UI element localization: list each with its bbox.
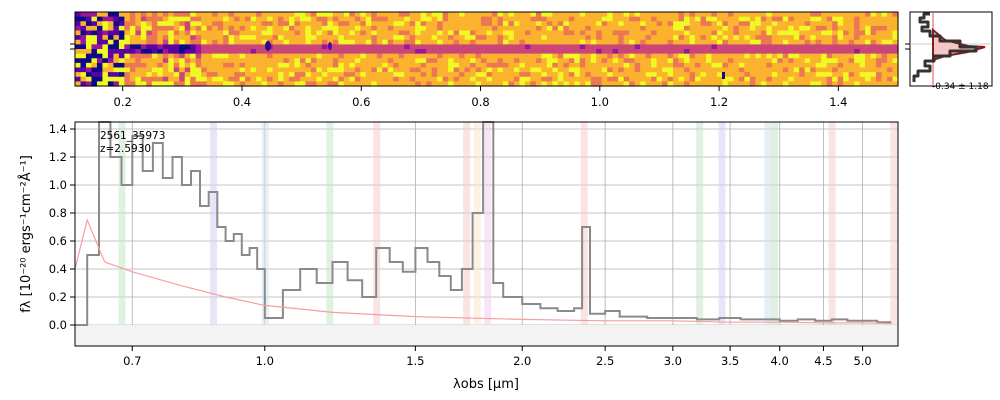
main-xtick-label: 3.0 (664, 354, 682, 368)
main-xtick-label: 2.5 (596, 354, 614, 368)
top-xtick-label: 1.0 (591, 95, 609, 109)
main-ytick-label: 0.8 (49, 206, 67, 220)
main-xtick-label: 1.5 (406, 354, 424, 368)
y-ticks: 0.0 0.2 0.4 0.6 0.8 1.0 1.2 1.4 (49, 122, 75, 332)
main-xtick-label: 0.7 (123, 354, 141, 368)
negative-region (75, 325, 898, 346)
histogram-annotation: -0.34 ± 1.18 (932, 82, 989, 92)
top-xtick-label: 0.2 (114, 95, 132, 109)
residual-histogram-panel: -0.34 ± 1.18 (905, 11, 993, 92)
main-ytick-label: 0.2 (49, 290, 67, 304)
histogram-curves (910, 12, 992, 86)
error-series (74, 218, 892, 325)
y-axis-label: fλ [10⁻²⁰ ergs⁻¹cm⁻²Å⁻¹] (18, 155, 34, 313)
artifact-pixel (722, 72, 725, 79)
emission-blob (328, 42, 332, 50)
main-xtick-label: 4.0 (771, 354, 789, 368)
main-ytick-label: 0.0 (49, 318, 67, 332)
redshift-label: z=2.5930 (100, 143, 151, 155)
top-xtick-label: 1.4 (829, 95, 847, 109)
main-xtick-label: 4.5 (814, 354, 832, 368)
main-ytick-label: 0.4 (49, 262, 67, 276)
2d-spectrum-ticks: 0.2 0.4 0.6 0.8 1.0 1.2 1.4 (114, 86, 848, 109)
top-xtick-label: 0.8 (471, 95, 489, 109)
top-xtick-label: 1.2 (710, 95, 728, 109)
main-ytick-label: 1.2 (49, 150, 67, 164)
1d-spectrum-panel: 0.7 1.0 1.5 2.0 2.5 3.0 3.5 4.0 4.5 5.0 0.0 0.2 0.4… (18, 121, 899, 392)
object-id-label: 2561_35973 (100, 130, 165, 142)
emission-line-bands (118, 122, 898, 346)
main-frame (74, 121, 899, 347)
main-xtick-label: 2.0 (513, 354, 531, 368)
2d-spectrum-heatmap (75, 12, 899, 87)
main-xtick-label: 1.0 (256, 354, 274, 368)
x-ticks: 0.7 1.0 1.5 2.0 2.5 3.0 3.5 4.0 4.5 5.0 (123, 346, 872, 368)
top-xtick-label: 0.4 (233, 95, 251, 109)
main-ytick-label: 0.6 (49, 234, 67, 248)
emission-blob (265, 41, 271, 51)
main-xtick-label: 3.5 (721, 354, 739, 368)
main-ytick-label: 1.4 (49, 122, 67, 136)
main-ytick-label: 1.0 (49, 178, 67, 192)
main-xtick-label: 5.0 (853, 354, 871, 368)
flux-series (75, 121, 892, 326)
spectrum-series (74, 121, 892, 326)
top-xtick-label: 0.6 (352, 95, 370, 109)
2d-spectrum-panel: 0.2 0.4 0.6 0.8 1.0 1.2 1.4 (70, 11, 899, 109)
x-axis-label: λobs [μm] (453, 377, 519, 392)
